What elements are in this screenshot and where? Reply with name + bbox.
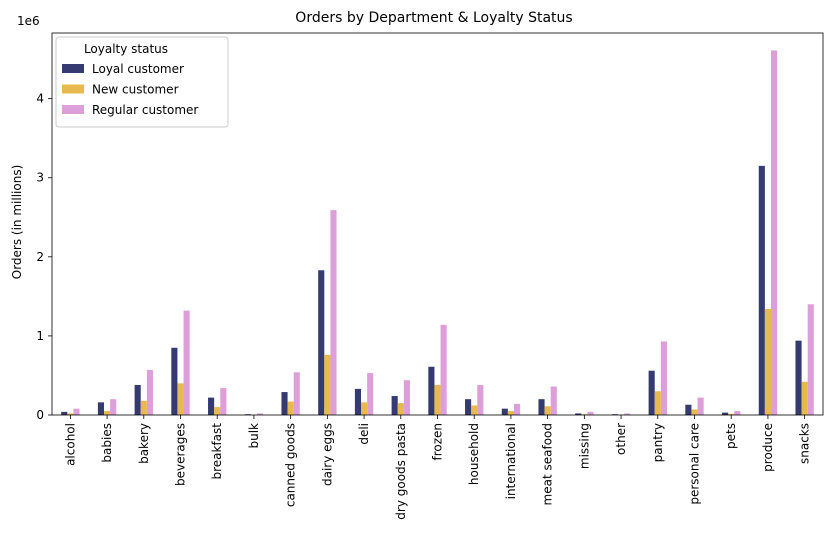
bar-beverages-new-customer (177, 383, 184, 415)
bar-babies-loyal-customer (97, 402, 105, 415)
bar-personal-care-new-customer (691, 409, 698, 415)
bar-personal-care-loyal-customer (685, 404, 692, 415)
legend-label: Regular customer (92, 103, 198, 117)
bar-bakery-regular-customer (146, 369, 153, 415)
bar-alcohol-new-customer (67, 413, 74, 415)
x-tick-label: missing (577, 423, 591, 469)
x-tick-label: beverages (174, 423, 188, 486)
y-tick-label: 2 (36, 250, 44, 264)
bar-household-loyal-customer (465, 399, 472, 415)
x-tick-label: deli (357, 423, 371, 445)
bar-deli-loyal-customer (354, 388, 362, 415)
bar-bakery-new-customer (140, 400, 147, 415)
bar-international-new-customer (507, 411, 514, 415)
x-tick-label: canned goods (284, 423, 298, 507)
bar-bulk-regular-customer (256, 413, 264, 415)
bar-babies-new-customer (104, 411, 111, 415)
bar-dry-goods-pasta-regular-customer (403, 380, 410, 415)
bar-produce-new-customer (764, 309, 771, 415)
legend-box (55, 36, 229, 128)
bar-canned-goods-new-customer (287, 401, 294, 415)
x-tick-label: international (504, 423, 518, 499)
bar-frozen-loyal-customer (428, 366, 435, 415)
bar-beverages-loyal-customer (171, 347, 178, 415)
bar-produce-regular-customer (770, 50, 778, 416)
bar-canned-goods-loyal-customer (281, 392, 288, 415)
x-tick-label: dairy eggs (320, 423, 334, 486)
bar-personal-care-regular-customer (697, 397, 704, 415)
bar-pets-regular-customer (734, 411, 741, 415)
bar-breakfast-regular-customer (220, 388, 227, 415)
y-tick-label: 0 (36, 408, 44, 422)
bar-beverages-regular-customer (183, 310, 190, 415)
bar-snacks-regular-customer (807, 304, 814, 415)
x-tick-label: personal care (688, 423, 702, 505)
bar-produce-loyal-customer (758, 165, 765, 415)
bar-dry-goods-pasta-new-customer (397, 403, 404, 415)
offset-label: 1e6 (17, 14, 40, 28)
bar-babies-regular-customer (110, 399, 117, 415)
legend-label: Loyal customer (92, 62, 184, 76)
bar-pantry-new-customer (654, 391, 661, 415)
bar-meat-seafood-regular-customer (550, 386, 557, 415)
bar-missing-regular-customer (587, 411, 594, 415)
bar-meat-seafood-new-customer (544, 406, 551, 415)
x-tick-label: snacks (798, 423, 812, 464)
bar-snacks-new-customer (801, 381, 808, 415)
bar-breakfast-new-customer (214, 407, 221, 415)
x-tick-label: meat seafood (541, 423, 555, 505)
bar-household-regular-customer (477, 384, 484, 415)
bar-deli-new-customer (361, 402, 368, 415)
bar-breakfast-loyal-customer (208, 397, 215, 415)
y-tick-label: 4 (36, 92, 44, 106)
bar-dairy-eggs-regular-customer (330, 210, 337, 415)
legend: Loyalty status Loyal customer New customer… (55, 36, 229, 128)
x-tick-label: breakfast (210, 423, 224, 480)
y-tick-label: 3 (36, 171, 44, 185)
bar-frozen-regular-customer (440, 324, 447, 415)
legend-swatch (62, 64, 84, 73)
legend-label: New customer (92, 83, 179, 97)
bar-household-new-customer (471, 405, 478, 415)
bar-international-loyal-customer (501, 408, 508, 415)
y-tick-label: 1 (36, 329, 44, 343)
x-tick-label: other (614, 423, 628, 455)
bar-dry-goods-pasta-loyal-customer (391, 396, 398, 415)
bar-frozen-new-customer (434, 384, 441, 415)
bar-meat-seafood-loyal-customer (538, 399, 545, 415)
bar-dairy-eggs-loyal-customer (318, 270, 325, 415)
y-axis-label: Orders (in millions) (10, 165, 24, 280)
x-tick-label: alcohol (63, 423, 77, 466)
plot-area: 0 1 2 3 4 alcohol babies bakery beverages breakfa… (36, 32, 824, 520)
x-tick-label: household (467, 423, 481, 485)
legend-swatch (62, 105, 84, 114)
bar-deli-regular-customer (367, 373, 374, 415)
bar-pantry-regular-customer (660, 341, 667, 415)
x-tick-label: dry goods pasta (394, 423, 408, 520)
bar-other-regular-customer (624, 413, 631, 415)
bar-canned-goods-regular-customer (293, 372, 300, 415)
x-tick-label: bakery (137, 423, 151, 464)
bar-international-regular-customer (513, 403, 521, 415)
bar-missing-loyal-customer (575, 413, 582, 415)
x-tick-label: frozen (431, 423, 445, 461)
chart-title: Orders by Department & Loyalty Status (295, 10, 572, 26)
x-tick-label: bulk (247, 423, 261, 449)
x-tick-label: pets (724, 423, 738, 449)
legend-title: Loyalty status (84, 42, 168, 56)
bar-bakery-loyal-customer (134, 384, 141, 415)
legend-swatch (62, 84, 84, 94)
bar-dairy-eggs-new-customer (324, 354, 331, 415)
x-tick-label: pantry (651, 423, 665, 462)
bar-alcohol-regular-customer (73, 408, 80, 415)
bar-alcohol-loyal-customer (61, 411, 68, 415)
bar-pantry-loyal-customer (648, 370, 655, 415)
bar-snacks-loyal-customer (795, 340, 802, 415)
bar-pets-new-customer (728, 413, 735, 415)
x-tick-label: babies (100, 423, 114, 463)
x-tick-label: produce (761, 423, 775, 472)
bar-pets-loyal-customer (722, 412, 729, 415)
